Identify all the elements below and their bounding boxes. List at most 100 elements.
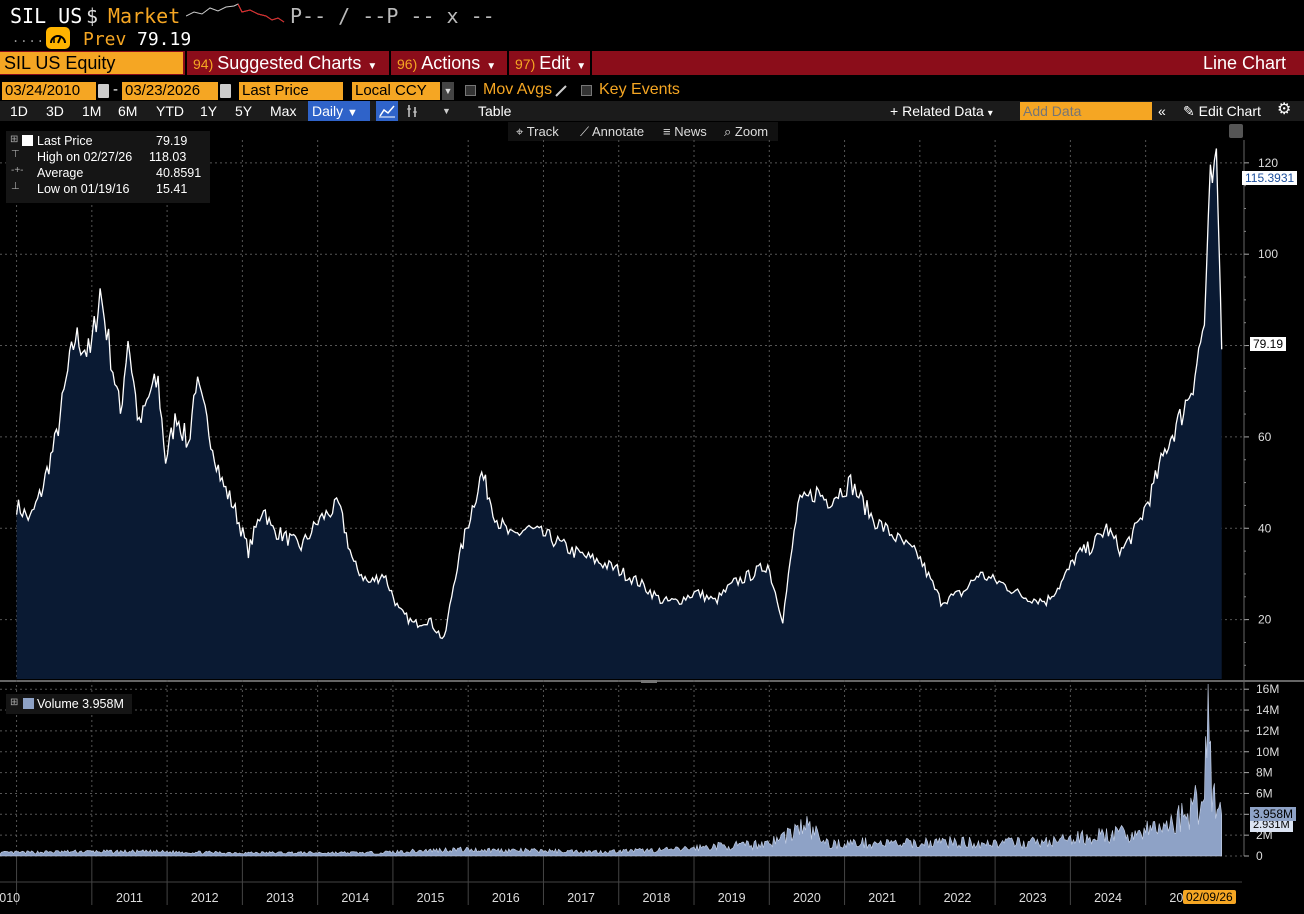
bar-chart-icon[interactable] <box>402 101 424 121</box>
volume-tick-label: 8M <box>1256 766 1273 780</box>
zoom-label: Zoom <box>734 124 769 139</box>
volume-tick-label: 6M <box>1256 786 1273 800</box>
last-price-swatch <box>22 135 33 146</box>
sparkline-icon <box>186 3 285 23</box>
x-tick-label: 2019 <box>718 891 746 905</box>
period-3d[interactable]: 3D <box>46 103 64 119</box>
legend-average-label: Average <box>37 166 84 180</box>
ticker-label[interactable]: SIL US <box>10 4 83 28</box>
pencil-icon[interactable] <box>554 84 568 98</box>
news-label: News <box>674 124 707 139</box>
table-button[interactable]: Table <box>478 103 512 119</box>
period-1m[interactable]: 1M <box>82 103 102 119</box>
track-label: Track <box>526 124 559 139</box>
add-data-input[interactable] <box>1020 102 1152 120</box>
news-icon: ≡ <box>663 124 675 139</box>
bid-ask-placeholder: P-- / --P -- x -- <box>290 4 495 28</box>
end-date-field[interactable]: 03/23/2026 <box>122 82 218 100</box>
price-tick-label: 40 <box>1258 521 1272 535</box>
menu-number: 97) <box>515 56 536 72</box>
security-field[interactable]: SIL US Equity <box>0 52 183 74</box>
caret-down-icon[interactable]: ▼ <box>442 106 451 116</box>
period-1y[interactable]: 1Y <box>200 103 218 119</box>
news-tool[interactable]: ≡ News <box>663 122 707 141</box>
crosshair-icon: ⌖ <box>516 124 527 139</box>
key-events-checkbox[interactable] <box>581 85 592 96</box>
x-axis-band <box>0 856 1304 914</box>
volume-tick-label: 10M <box>1256 745 1279 759</box>
price-legend: Last Price 79.19 ⊤ High on 02/27/26 118.… <box>6 131 210 203</box>
edit-chart-button[interactable]: ✎ Edit Chart <box>1183 101 1261 121</box>
high-marker-icon: ⊤ <box>11 149 20 160</box>
dropdown-arrow-icon[interactable]: ▼ <box>442 82 454 100</box>
x-tick-label: 2022 <box>944 891 972 905</box>
caret-down-icon: ▼ <box>486 61 497 72</box>
legend-average-value: 40.8591 <box>156 166 202 180</box>
zoom-tool[interactable]: ⌕ Zoom <box>724 122 768 141</box>
menu-bar <box>0 51 1304 75</box>
currency-select[interactable]: Local CCY <box>352 82 440 100</box>
x-tick-label: 2012 <box>191 891 219 905</box>
pane-resize-handle[interactable] <box>641 680 657 683</box>
volume-area <box>0 683 1222 857</box>
field-select[interactable]: Last Price <box>239 82 343 100</box>
gear-icon[interactable]: ⚙ <box>1277 101 1292 118</box>
actions-menu[interactable]: 96) Actions ▼ <box>389 51 505 75</box>
pencil-icon: ✎ <box>1183 103 1199 119</box>
collapse-icon[interactable]: « <box>1158 103 1166 119</box>
x-tick-label: 2024 <box>1094 891 1122 905</box>
period-5y[interactable]: 5Y <box>235 103 253 119</box>
x-tick-label: 2014 <box>341 891 369 905</box>
calendar-icon[interactable] <box>220 84 231 98</box>
frequency-select[interactable]: Daily ▼ <box>308 101 370 121</box>
start-date-field[interactable]: 03/24/2010 <box>2 82 96 100</box>
legend-high-value: 118.03 <box>149 150 187 164</box>
expand-icon[interactable]: ⊞ <box>10 697 19 708</box>
volume-legend: ⊞ Volume 3.958M <box>6 694 132 714</box>
key-events-label[interactable]: Key Events <box>599 81 680 98</box>
track-tool[interactable]: ⌖ Track <box>516 122 559 141</box>
edit-chart-label: Edit Chart <box>1198 103 1261 119</box>
menu-number: 94) <box>193 56 214 72</box>
last-price-tag: 79.19 <box>1250 337 1287 351</box>
legend-low-label: Low on 01/19/16 <box>37 182 130 196</box>
market-label: Market <box>108 4 181 28</box>
x-tick-label: 2016 <box>492 891 520 905</box>
price-line <box>15 148 1223 640</box>
edit-menu[interactable]: 97) Edit ▼ <box>507 51 592 75</box>
line-chart-icon[interactable] <box>376 101 398 121</box>
period-6m[interactable]: 6M <box>118 103 138 119</box>
mov-avgs-label[interactable]: Mov Avgs <box>483 81 553 98</box>
volume-tick-label: 16M <box>1256 682 1279 696</box>
status-dots: .... <box>12 31 45 45</box>
legend-volume-label: Volume 3.958M <box>37 697 124 711</box>
volume-tag: 3.958M <box>1250 807 1297 821</box>
period-ytd[interactable]: YTD <box>156 103 184 119</box>
axes: 2010 2011 2012 2013 2014 2015 2016 2017 2018 2019… <box>0 156 1279 905</box>
legend-last-price-label: Last Price <box>37 134 93 148</box>
volume-tick-label: 0 <box>1256 849 1263 863</box>
related-data-menu[interactable]: + Related Data ▾ <box>890 101 993 124</box>
scroll-icon[interactable] <box>1229 124 1243 138</box>
suggested-charts-menu[interactable]: 94) Suggested Charts ▼ <box>185 51 387 75</box>
price-tick-label: 60 <box>1258 430 1272 444</box>
prev-label: Prev <box>83 29 127 50</box>
expand-icon[interactable]: ⊞ <box>10 134 19 145</box>
related-data-label: Related Data <box>902 103 984 119</box>
currency-symbol: $ <box>86 4 99 28</box>
caret-down-icon: ▾ <box>987 108 993 119</box>
mov-avgs-checkbox[interactable] <box>465 85 476 96</box>
volume-swatch <box>23 698 34 709</box>
menu-label: Actions <box>421 53 481 73</box>
chart-tools <box>508 122 778 141</box>
gauge-icon[interactable] <box>46 27 70 49</box>
x-tick-label: 2021 <box>868 891 896 905</box>
annotate-tool[interactable]: ⟋ Annotate <box>580 122 644 141</box>
calendar-icon[interactable] <box>98 84 109 98</box>
period-1d[interactable]: 1D <box>10 103 28 119</box>
high-price-tag: 115.3931 <box>1242 171 1298 185</box>
period-max[interactable]: Max <box>270 103 297 119</box>
x-tick-label: 2020 <box>793 891 821 905</box>
volume-tick-label: 12M <box>1256 724 1279 738</box>
